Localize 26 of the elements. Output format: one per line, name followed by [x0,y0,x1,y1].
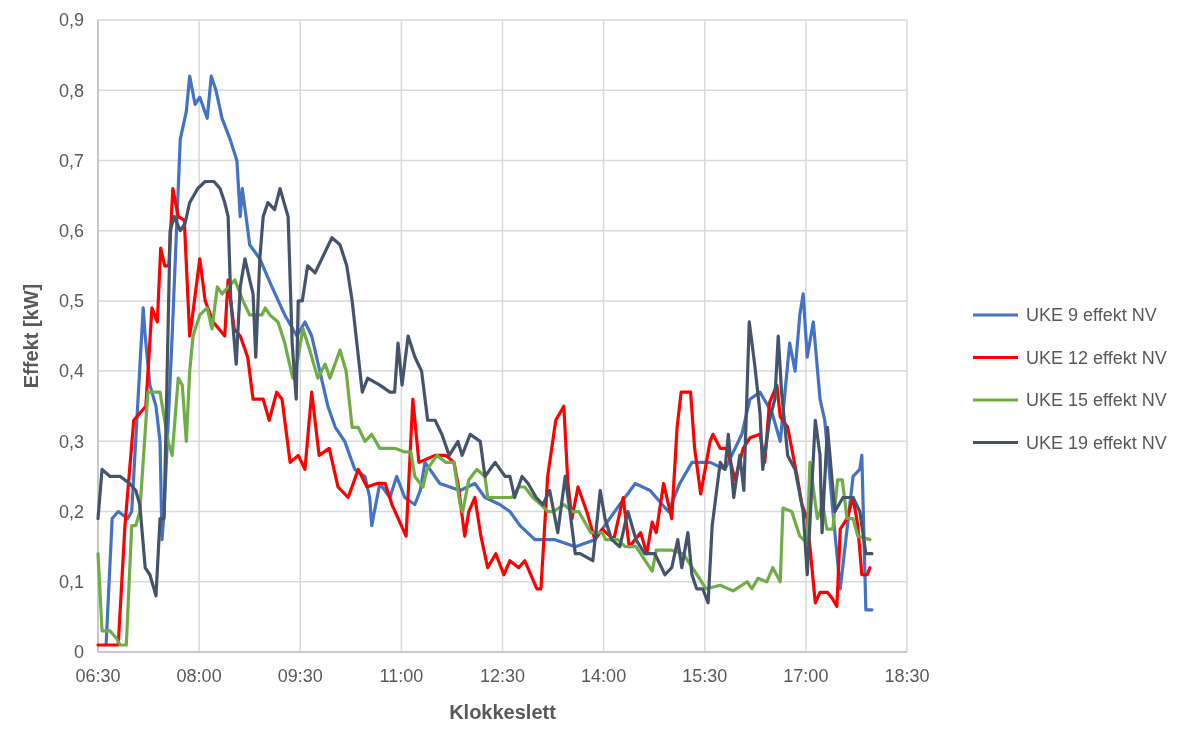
y-tick-label: 0,1 [58,572,84,593]
x-tick-label: 18:30 [884,666,930,686]
x-axis-title: Klokkeslett [449,701,557,723]
x-tick-label: 17:00 [783,666,829,686]
y-tick-label: 0,9 [58,10,84,31]
y-tick-label: 0 [73,642,84,663]
y-axis-title: Effekt [kW] [20,283,42,389]
y-tick-label: 0,2 [58,501,84,522]
y-tick-label: 0,3 [58,431,84,452]
legend-label: UKE 19 effekt NV [1026,432,1167,453]
y-tick-label: 0,4 [58,361,84,382]
y-tick-label: 0,7 [58,150,84,171]
line-series [96,278,872,647]
x-tick-label: 06:30 [75,666,121,686]
x-tick-label: 11:00 [379,666,424,686]
x-tick-label: 08:00 [176,666,222,686]
x-tick-label: 14:00 [581,666,627,686]
legend-label: UKE 15 effekt NV [1026,390,1167,411]
legend-label: UKE 12 effekt NV [1026,347,1167,368]
y-tick-label: 0,8 [58,80,84,101]
x-tick-label: 12:30 [479,666,526,686]
x-tick-label: 15:30 [682,666,728,686]
x-tick-label: 09:30 [277,666,323,686]
y-tick-label: 0,6 [58,220,84,241]
legend-label: UKE 9 effekt NV [1026,305,1157,326]
y-tick-label: 0,5 [58,291,84,312]
